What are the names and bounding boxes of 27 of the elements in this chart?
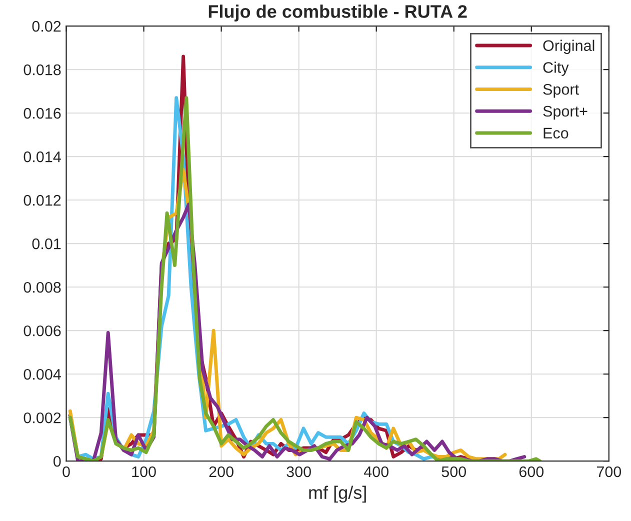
x-tick-label: 300 (286, 466, 311, 478)
legend-label: Sport+ (543, 106, 588, 120)
y-tick-label: 0.016 (24, 108, 61, 119)
x-tick-label: 500 (442, 466, 466, 478)
legend-label: Original (543, 40, 594, 54)
y-tick-label: 0.014 (24, 151, 61, 162)
y-tick-label: 0 (53, 456, 61, 467)
x-tick-label: 200 (209, 466, 234, 478)
y-tick-label: 0.006 (24, 325, 61, 336)
x-axis-title: mf [g/s] (309, 486, 366, 503)
legend-label: Sport (543, 84, 579, 98)
x-tick-label: 600 (519, 466, 544, 478)
y-tick-label: 0.02 (32, 20, 61, 32)
line-series (68, 96, 542, 462)
x-tick-label: 400 (364, 466, 388, 478)
y-tick-label: 0.008 (24, 282, 61, 293)
chart-title: Flujo de combustible - RUTA 2 (208, 4, 467, 22)
y-tick-label: 0.01 (32, 238, 61, 250)
y-tick-label: 0.018 (24, 64, 61, 76)
legend-label: City (543, 62, 569, 76)
x-tick-label: 0 (62, 466, 70, 478)
y-tick-label: 0.004 (24, 368, 61, 380)
y-tick-label: 0.012 (24, 194, 61, 206)
x-tick-label: 100 (132, 466, 156, 478)
y-tick-label: 0.002 (24, 412, 61, 424)
x-tick-label: 700 (596, 466, 622, 478)
legend-label: Eco (544, 128, 568, 139)
